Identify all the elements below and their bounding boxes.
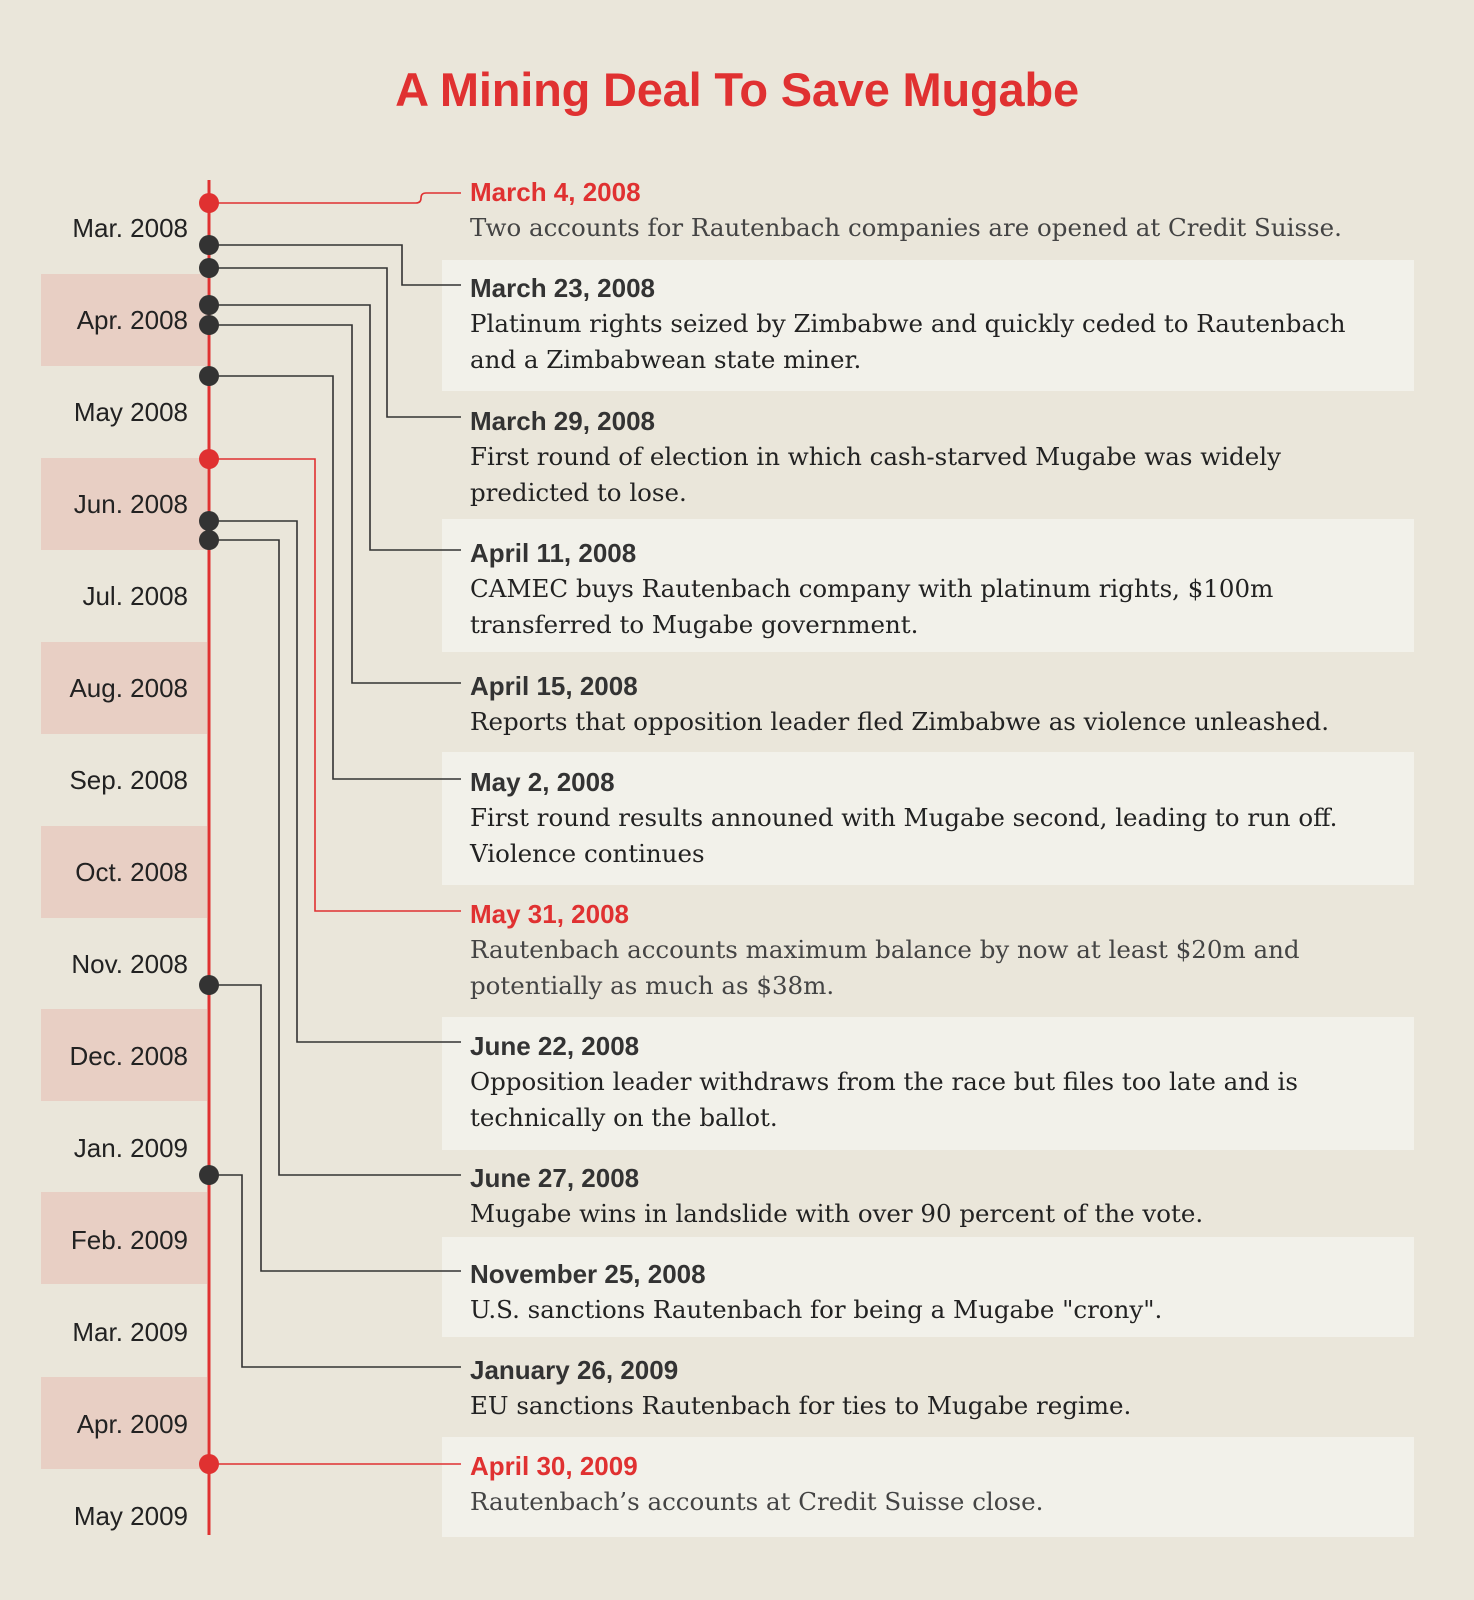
event-date: May 2, 2008	[470, 767, 615, 797]
event-description: First round results announed with Mugabe…	[470, 803, 1338, 868]
event-date: June 22, 2008	[470, 1031, 640, 1061]
month-label: Apr. 2009	[76, 1409, 188, 1439]
event-marker	[199, 1165, 219, 1185]
event-marker	[199, 511, 219, 531]
event-date: March 4, 2008	[470, 177, 641, 207]
month-band	[41, 274, 207, 366]
event-box	[442, 752, 1414, 885]
event-marker	[199, 315, 219, 335]
connector-line	[209, 1174, 461, 1368]
month-label: Mar. 2009	[72, 1317, 188, 1347]
connector-line	[209, 192, 461, 204]
connector-line	[209, 267, 461, 418]
month-label: Aug. 2008	[69, 673, 188, 703]
event-marker	[199, 366, 219, 386]
connector-line	[209, 304, 461, 551]
event-description: First round of election in which cash-st…	[470, 442, 1281, 507]
event-description: CAMEC buys Rautenbach company with plati…	[470, 574, 1274, 639]
month-label: Mar. 2008	[72, 213, 188, 243]
event-box	[442, 519, 1414, 652]
event-date: May 31, 2008	[470, 899, 630, 929]
event-date: January 26, 2009	[470, 1355, 679, 1385]
connector-line	[209, 984, 461, 1272]
event-date: June 27, 2008	[470, 1163, 640, 1193]
month-band	[41, 1377, 207, 1469]
month-label: Jan. 2009	[73, 1133, 188, 1163]
event-marker	[199, 530, 219, 550]
month-band	[41, 826, 207, 918]
month-label: Dec. 2008	[69, 1041, 188, 1071]
connector-line	[209, 458, 461, 912]
month-label: Feb. 2009	[70, 1225, 188, 1255]
month-label: Jul. 2008	[82, 581, 188, 611]
event-marker	[199, 1454, 219, 1474]
event-description: Reports that opposition leader fled Zimb…	[470, 707, 1330, 736]
connector-line	[209, 375, 461, 780]
connector-line	[209, 244, 461, 286]
month-label: May 2008	[73, 397, 188, 427]
event-marker	[199, 975, 219, 995]
month-band	[41, 458, 207, 550]
connector-line	[209, 520, 461, 1043]
event-description: Opposition leader withdraws from the rac…	[470, 1067, 1298, 1132]
connector-line	[209, 539, 461, 1176]
event-description: Two accounts for Rautenbach companies ar…	[470, 213, 1342, 242]
event-box	[442, 1017, 1414, 1150]
event-date: March 23, 2008	[470, 273, 656, 303]
month-label: Jun. 2008	[73, 489, 188, 519]
event-box	[442, 1237, 1414, 1337]
event-box	[442, 1437, 1414, 1537]
event-marker	[199, 449, 219, 469]
month-label: Apr. 2008	[76, 305, 188, 335]
month-label: Nov. 2008	[71, 949, 188, 979]
event-description: Mugabe wins in landslide with over 90 pe…	[470, 1199, 1204, 1228]
month-label: Sep. 2008	[69, 765, 188, 795]
event-marker	[199, 258, 219, 278]
event-date: April 11, 2008	[470, 538, 637, 568]
month-label: Oct. 2008	[75, 857, 188, 887]
event-date: April 30, 2009	[470, 1451, 638, 1481]
month-band	[41, 1192, 207, 1284]
event-description: Rautenbach accounts maximum balance by n…	[470, 935, 1300, 1000]
event-marker	[199, 193, 219, 213]
event-description: Rautenbach’s accounts at Credit Suisse c…	[470, 1487, 1044, 1516]
connector-line	[209, 324, 461, 684]
chart-title: A Mining Deal To Save Mugabe	[395, 63, 1079, 116]
event-description: EU sanctions Rautenbach for ties to Muga…	[470, 1391, 1132, 1420]
event-date: April 15, 2008	[470, 671, 638, 701]
event-marker	[199, 295, 219, 315]
event-description: U.S. sanctions Rautenbach for being a Mu…	[470, 1295, 1163, 1324]
event-box	[442, 260, 1414, 391]
month-band	[41, 642, 207, 734]
month-label: May 2009	[73, 1501, 188, 1531]
event-description: Platinum rights seized by Zimbabwe and q…	[470, 309, 1346, 374]
event-marker	[199, 235, 219, 255]
month-band	[41, 1009, 207, 1101]
event-date: November 25, 2008	[470, 1259, 706, 1289]
event-date: March 29, 2008	[470, 406, 656, 436]
